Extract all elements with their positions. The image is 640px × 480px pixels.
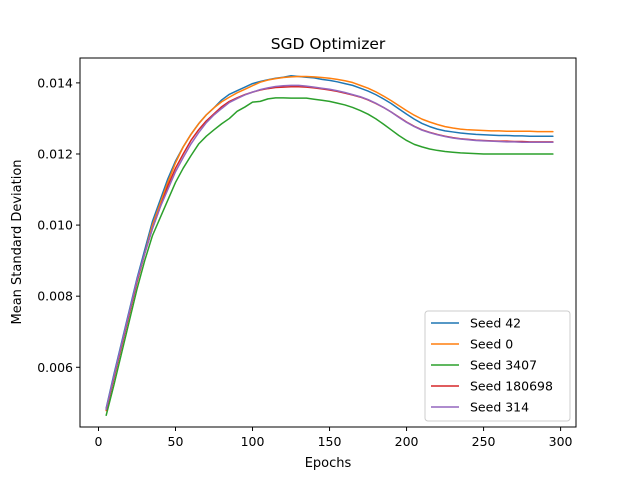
y-axis-label: Mean Standard Deviation [10,159,25,324]
x-tick-label: 300 [549,434,573,449]
x-axis-ticks: 0 50 100 150 200 250 300 [95,427,573,449]
y-tick-label: 0.010 [37,218,73,233]
x-tick-label: 0 [95,434,103,449]
x-tick-label: 50 [168,434,184,449]
y-tick-label: 0.008 [37,289,73,304]
legend-label: Seed 314 [470,400,529,415]
series-line-2 [105,97,554,417]
plot-lines [105,75,554,417]
x-tick-label: 100 [241,434,265,449]
x-tick-label: 200 [395,434,419,449]
legend-label: Seed 0 [470,337,513,352]
chart-title: SGD Optimizer [271,35,386,53]
y-axis-ticks: 0.006 0.008 0.010 0.012 0.014 [37,75,80,375]
series-line-4 [105,84,554,410]
plot-frame [79,57,577,428]
x-axis-label: Epochs [305,456,352,471]
y-tick-label: 0.006 [37,360,73,375]
series-line-1 [105,75,554,412]
legend: Seed 42 Seed 0 Seed 3407 Seed 180698 Seed 31… [424,310,571,422]
x-tick-label: 250 [472,434,496,449]
legend-label: Seed 3407 [470,358,537,373]
legend-label: Seed 42 [470,316,521,331]
y-tick-label: 0.014 [37,75,73,90]
y-tick-label: 0.012 [37,146,73,161]
x-tick-label: 150 [318,434,342,449]
legend-label: Seed 180698 [470,379,553,394]
legend-box [424,310,571,422]
